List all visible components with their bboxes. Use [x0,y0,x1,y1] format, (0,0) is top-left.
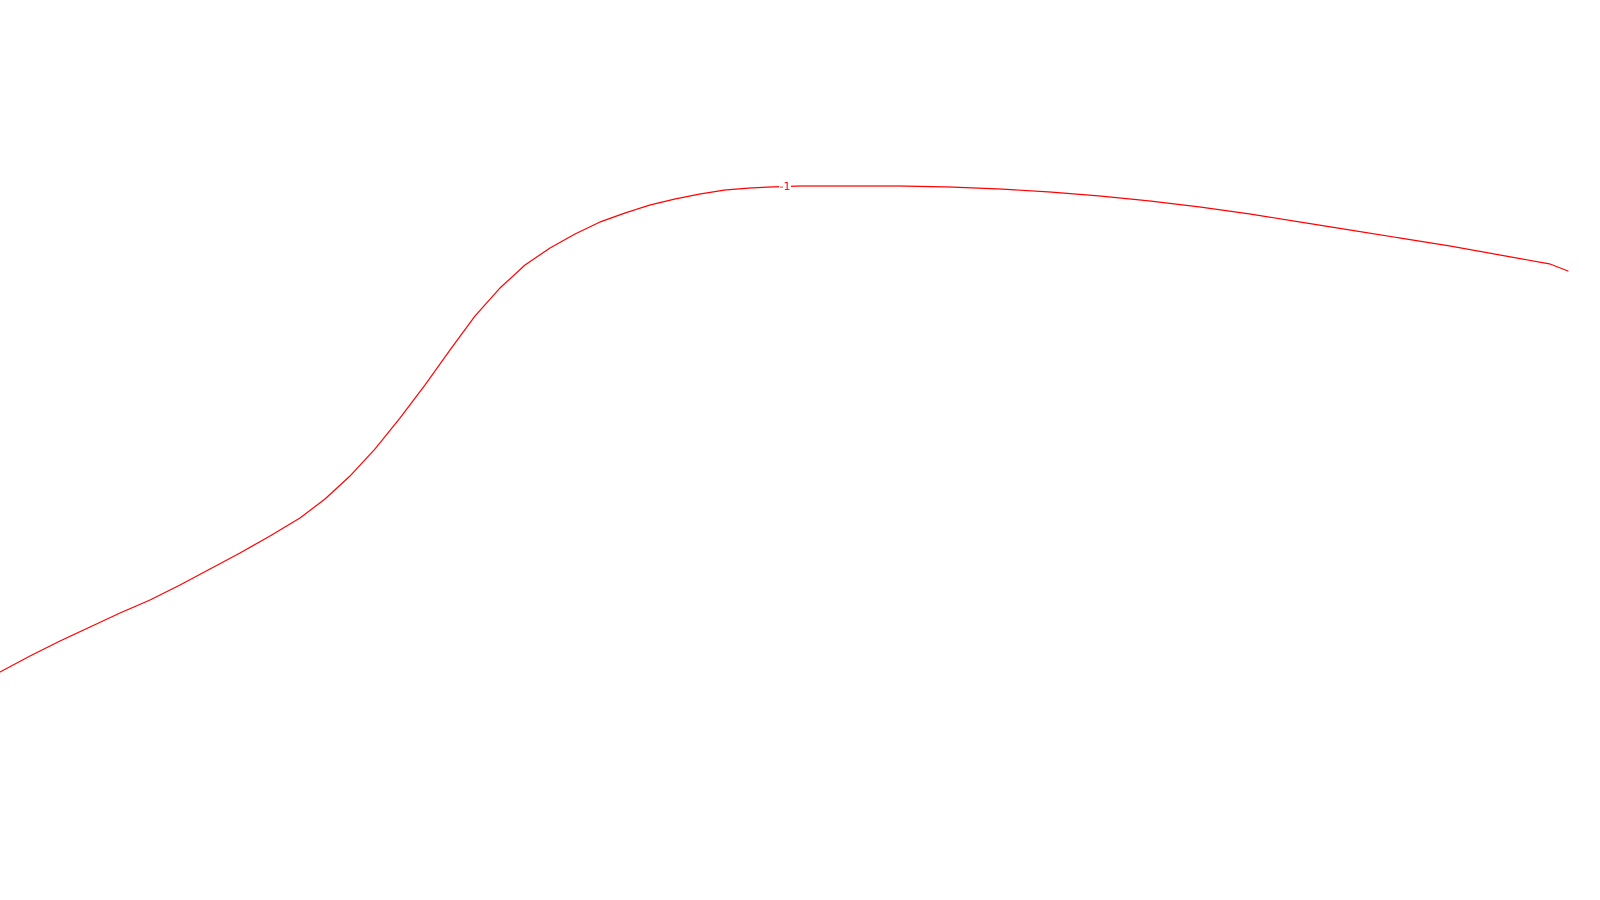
curve-label-layer: -1 [779,180,791,193]
series-layer [0,185,1569,673]
curve-label-gap [779,182,791,191]
curve-label-0: -1 [780,180,791,193]
series-line-0 [0,185,1569,673]
